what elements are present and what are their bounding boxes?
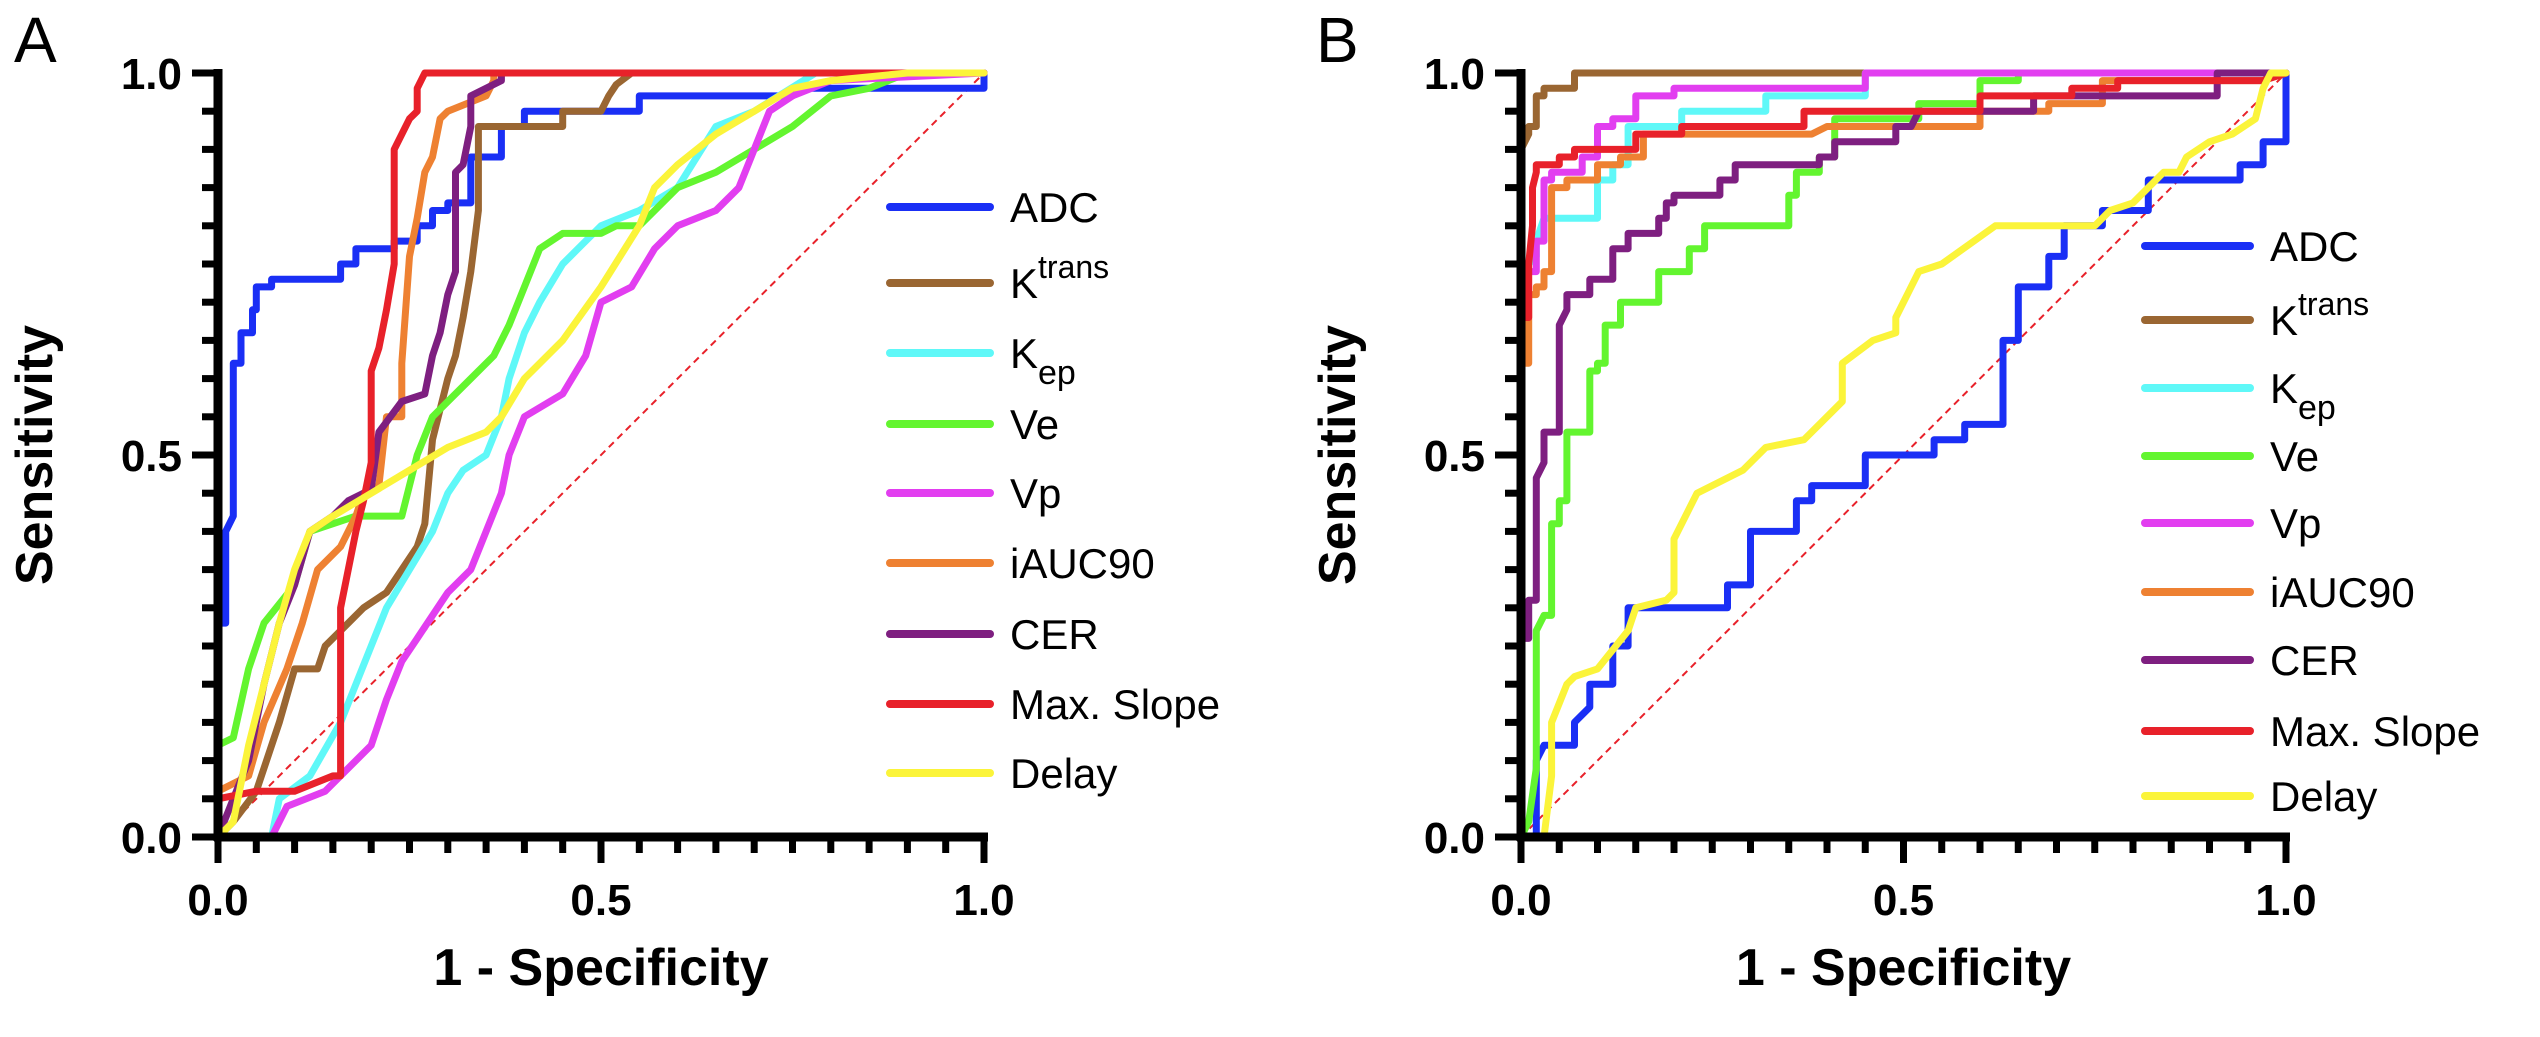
legend-label-main: K — [1010, 260, 1038, 307]
x-axis-title: 1 - Specificity — [433, 939, 768, 997]
series-line-ve — [1517, 69, 2290, 841]
x-tick-label: 0.0 — [1490, 876, 1551, 925]
legend-label-main: Vp — [2270, 500, 2321, 547]
panel-label: A — [14, 4, 57, 76]
legend-item: Vp — [2141, 500, 2321, 547]
legend-label-main: Ve — [2270, 433, 2319, 480]
legend-label: Ve — [1010, 401, 1059, 448]
legend-label: CER — [1010, 611, 1099, 658]
legend-item: CER — [2141, 637, 2359, 684]
y-axis-title: Sensitivity — [6, 325, 64, 585]
legend-label: iAUC90 — [1010, 540, 1155, 587]
legend-label-main: iAUC90 — [2270, 569, 2415, 616]
x-tick-label: 0.5 — [570, 876, 631, 925]
series-line-ktrans — [1517, 69, 2290, 841]
y-tick-label: 0.0 — [1424, 814, 1485, 863]
legend-label-main: iAUC90 — [1010, 540, 1155, 587]
legend-label-main: Ve — [1010, 401, 1059, 448]
legend-item: ADC — [2141, 223, 2359, 270]
legend-label: Ve — [2270, 433, 2319, 480]
legend-label-main: K — [2270, 297, 2298, 344]
x-tick-label: 1.0 — [953, 876, 1014, 925]
legend-label-superscript: trans — [1038, 249, 1109, 285]
legend-item: Max. Slope — [2141, 708, 2480, 755]
legend-label: Delay — [1010, 750, 1117, 797]
legend-label: CER — [2270, 637, 2359, 684]
series-line-cer — [1517, 69, 2290, 841]
legend-item: Ve — [886, 401, 1059, 448]
legend-label: Delay — [2270, 773, 2377, 820]
legend-label: ADC — [1010, 184, 1099, 231]
legend-item: Delay — [886, 750, 1117, 797]
legend-label: Max. Slope — [1010, 681, 1220, 728]
legend-label-main: Delay — [1010, 750, 1117, 797]
legend-label-main: CER — [1010, 611, 1099, 658]
x-tick-label: 1.0 — [2255, 876, 2316, 925]
series-line-ve — [214, 69, 988, 787]
legend-item: ADC — [886, 184, 1099, 231]
series-line-vp — [268, 69, 988, 841]
y-tick-label: 0.0 — [121, 814, 182, 863]
legend-item: Ktrans — [2141, 286, 2369, 344]
legend-label-main: ADC — [1010, 184, 1099, 231]
series-line-adc — [1532, 69, 2290, 841]
reference-diagonal-line — [217, 72, 985, 838]
series-line-max-slope — [1517, 69, 2290, 841]
legend-label-subscript: ep — [2298, 389, 2336, 427]
legend-label: ADC — [2270, 223, 2359, 270]
legend-label-main: Max. Slope — [2270, 708, 2480, 755]
legend-label-main: Delay — [2270, 773, 2377, 820]
legend-label: Ktrans — [2270, 286, 2369, 344]
legend-item: iAUC90 — [886, 540, 1155, 587]
legend-item: Kep — [2141, 365, 2336, 427]
legend-item: Ve — [2141, 433, 2319, 480]
legend-item: iAUC90 — [2141, 569, 2415, 616]
legend-item: Ktrans — [886, 249, 1109, 307]
legend-label-main: K — [2270, 365, 2298, 412]
legend-label: Kep — [1010, 330, 1076, 392]
y-tick-label: 0.5 — [121, 432, 182, 481]
legend-item: Max. Slope — [886, 681, 1220, 728]
legend-label: Kep — [2270, 365, 2336, 427]
x-axis-title: 1 - Specificity — [1736, 939, 2071, 997]
legend-label: Vp — [1010, 470, 1061, 517]
legend-item: Vp — [886, 470, 1061, 517]
series-line-delay — [214, 69, 988, 841]
y-tick-label: 0.5 — [1424, 432, 1485, 481]
legend-label-main: Vp — [1010, 470, 1061, 517]
series-line-iauc90 — [1517, 69, 2290, 841]
legend-label: Ktrans — [1010, 249, 1109, 307]
panel-a: A 0.0 0.5 1.0 0.0 0.5 1.0 1 - Specificity Sensit… — [6, 4, 1220, 997]
legend-label-main: ADC — [2270, 223, 2359, 270]
panel-b: B 0.0 0.5 1.0 0.0 0.5 1.0 1 - Specificity Sensit… — [1309, 4, 2480, 997]
y-tick-label: 1.0 — [1424, 50, 1485, 99]
legend-label-subscript: ep — [1038, 354, 1076, 392]
legend-label-superscript: trans — [2298, 286, 2369, 322]
series-line-kep — [268, 69, 988, 841]
legend-label: Vp — [2270, 500, 2321, 547]
legend-label: iAUC90 — [2270, 569, 2415, 616]
x-tick-label: 0.5 — [1873, 876, 1934, 925]
legend-item: Kep — [886, 330, 1076, 392]
series-line-vp — [1517, 69, 2290, 841]
series-line-max-slope — [214, 69, 988, 841]
y-tick-label: 1.0 — [121, 50, 182, 99]
legend-item: Delay — [2141, 773, 2377, 820]
y-axis-title: Sensitivity — [1309, 325, 1367, 585]
series-line-delay — [1517, 69, 2290, 841]
panel-label: B — [1316, 4, 1359, 76]
legend-label-main: CER — [2270, 637, 2359, 684]
x-tick-label: 0.0 — [187, 876, 248, 925]
legend-label: Max. Slope — [2270, 708, 2480, 755]
legend-item: CER — [886, 611, 1099, 658]
legend-label-main: Max. Slope — [1010, 681, 1220, 728]
legend-label-main: K — [1010, 330, 1038, 377]
